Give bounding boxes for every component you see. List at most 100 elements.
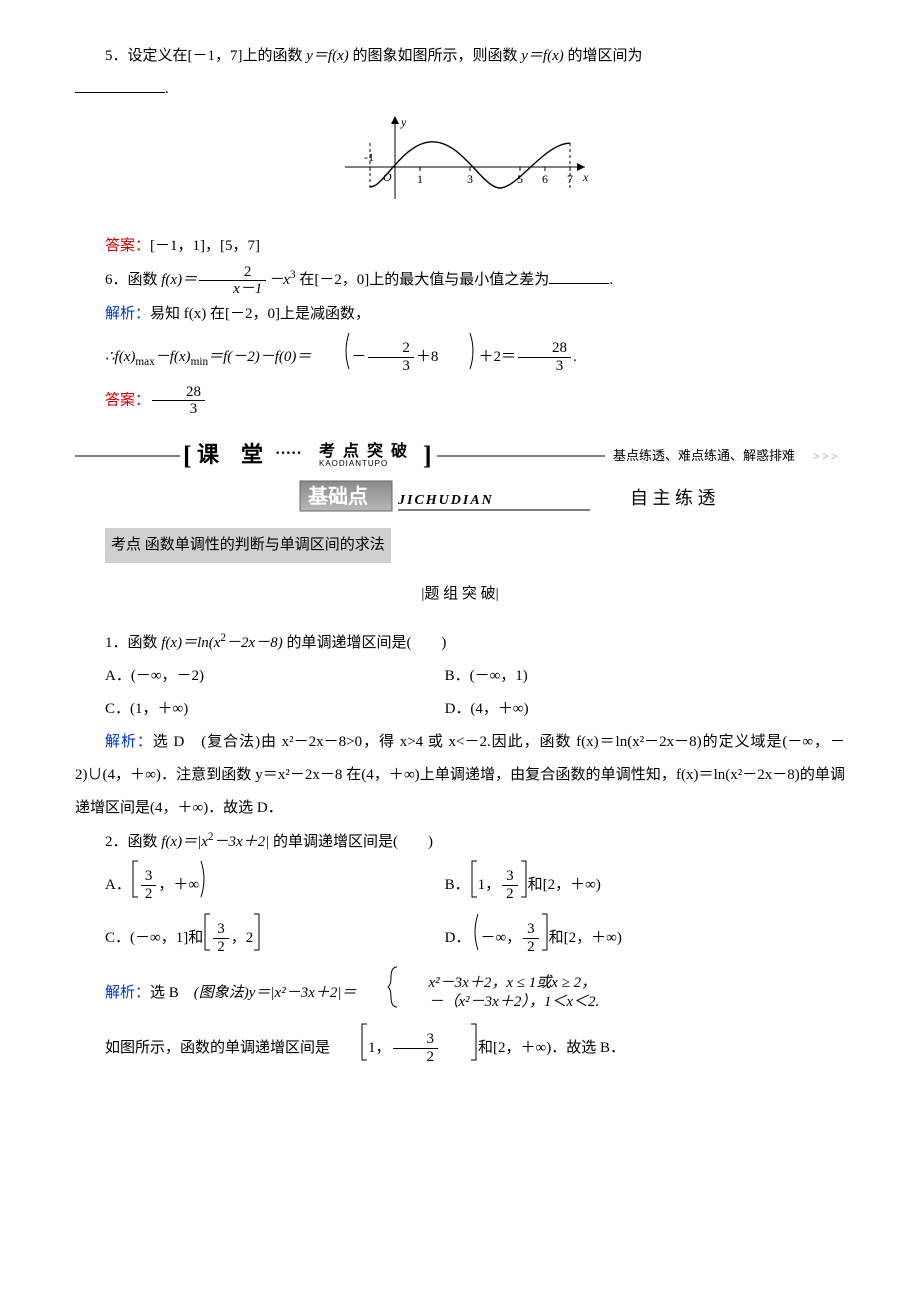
p2-expl-after-b: 和[2，＋∞)．故选 B． [478, 1040, 625, 1056]
p2-case2: －（x²－3x＋2），1＜x＜2. [399, 993, 600, 1013]
opt-prefix: B． [445, 877, 470, 893]
q6-work: ∴f(x)max－f(x)min＝f(－2)－f(0)＝－23＋8＋2＝283. [75, 331, 845, 384]
opt-prefix: D． [445, 930, 471, 946]
q5-fn-1: y＝f(x) [306, 48, 348, 64]
rparen [438, 331, 478, 384]
q6-answer: 答案：283 [75, 384, 845, 418]
q6-result: 283 [518, 340, 571, 374]
svg-text:·····: ····· [275, 445, 302, 462]
p1-opt-d: D．(4，＋∞) [445, 693, 845, 726]
q6-equals: ＝f(－2)－f(0)＝ [208, 349, 311, 365]
rbracket [440, 1022, 478, 1075]
svg-text:KAODIANTUPO: KAODIANTUPO [319, 459, 388, 468]
svg-text:>: > [813, 449, 820, 463]
svg-text:自 主 练 透: 自 主 练 透 [630, 488, 716, 508]
lbracket [330, 1022, 368, 1075]
frac-den: 2 [393, 1048, 439, 1066]
frac-den: 2 [502, 885, 518, 903]
q6-after-frac: －x [268, 272, 290, 288]
q6-after-paren: ＋2＝ [478, 349, 516, 365]
q6-dot: . [573, 349, 577, 365]
svg-text:]: ] [423, 441, 432, 470]
q6-frac: 2x－1 [199, 264, 266, 298]
blank-underline [75, 74, 165, 93]
p1-after: －2x－8) [226, 635, 283, 651]
p1-b: 的单调递增区间是( ) [283, 635, 447, 651]
section-banner-jichu: 基础点JICHUDIAN自 主 练 透 [75, 478, 845, 518]
lbracket [203, 912, 211, 965]
opt-mid: 和[2，＋∞) [528, 877, 601, 893]
frac: 32 [523, 921, 539, 955]
frac-den: 3 [518, 357, 571, 375]
p1-fn: f(x)＝ln(x [161, 635, 220, 651]
rbracket [541, 912, 549, 965]
p1-opt-a: A．(－∞，－2) [75, 660, 445, 693]
q5-blank-line: . [75, 73, 845, 106]
p2-expl-label: 解析： [105, 985, 150, 1001]
banner2-svg: 基础点JICHUDIAN自 主 练 透 [190, 478, 730, 518]
q6-text-a: 6．函数 [105, 272, 161, 288]
q6-work-prefix: ∴f(x) [105, 349, 135, 365]
frac-num: 3 [141, 868, 157, 885]
frac-den: 2 [523, 938, 539, 956]
frac-num: 3 [213, 921, 229, 938]
svg-text:考 点 突 破: 考 点 突 破 [319, 441, 409, 460]
p2-explain-2: 如图所示，函数的单调递增区间是1，32和[2，＋∞)．故选 B． [75, 1022, 845, 1075]
lbracket [131, 859, 139, 912]
p2-expl-pre: (图象法)y＝|x²－3x＋2|＝ [194, 985, 357, 1001]
frac-den: 3 [368, 357, 414, 375]
p1-stem: 1．函数 f(x)＝ln(x2－2x－8) 的单调递增区间是( ) [75, 626, 845, 660]
p2-opt-c: C．(－∞，1]和 32，2 [75, 912, 445, 965]
lbrace [357, 965, 399, 1022]
frac-den: 3 [152, 400, 205, 418]
opt-after: ，2 [231, 930, 254, 946]
svg-text:课 堂: 课 堂 [197, 442, 263, 467]
q6-expl-text: 易知 f(x) 在[－2，0]上是减函数， [150, 306, 370, 322]
p1-opt-b: B．(－∞，1) [445, 660, 845, 693]
opt-prefix: C．(－∞，1]和 [105, 930, 203, 946]
q5-stem: 5．设定义在[－1，7]上的函数 y＝f(x) 的图象如图所示，则函数 y＝f(… [75, 40, 845, 73]
svg-text:JICHUDIAN: JICHUDIAN [397, 493, 494, 508]
p2-options-row1: A．32，＋∞ B．1，32和[2，＋∞) [75, 859, 845, 912]
svg-text:-1: -1 [364, 150, 374, 164]
svg-text:1: 1 [417, 172, 423, 186]
q6-fn-lhs: f(x)＝ [161, 272, 197, 288]
q6-period: . [609, 272, 613, 288]
q6-paren-frac: 23 [368, 340, 414, 374]
banner1-svg: [课 堂·····考 点 突 破KAODIANTUPO]基点练透、难点练通、解惑… [75, 432, 845, 472]
opt-after: ，＋∞ [158, 877, 199, 893]
q6-explain: 解析：易知 f(x) 在[－2，0]上是减函数， [75, 298, 845, 331]
frac: 32 [502, 868, 518, 902]
p1-opt-c: C．(1，＋∞) [75, 693, 445, 726]
q6-max: max [135, 356, 154, 368]
q5-text-c: 的增区间为 [564, 48, 643, 64]
frac-num: 3 [523, 921, 539, 938]
q6-text-b: 在[－2，0]上的最大值与最小值之差为 [296, 272, 550, 288]
p2-case1: x²－3x＋2，x ≤ 1或x ≥ 2， [399, 974, 600, 994]
expl-label: 解析： [105, 306, 150, 322]
p1-options-row1: A．(－∞，－2) B．(－∞，1) [75, 660, 845, 693]
q6-min: min [191, 356, 209, 368]
q5-graph: yxO-113567 [75, 112, 845, 220]
frac-num: 2 [368, 340, 414, 357]
svg-text:6: 6 [542, 172, 548, 186]
opt-prefix: A． [105, 877, 131, 893]
frac-num: 28 [152, 384, 205, 401]
q5-answer-value: [－1，1]，[5，7] [150, 238, 260, 254]
p1-expl-pick: 选 D [153, 734, 201, 750]
section-banner-ketang: [课 堂·····考 点 突 破KAODIANTUPO]基点练透、难点练通、解惑… [75, 432, 845, 472]
topic-row: 考点 函数单调性的判断与单调区间的求法 [75, 528, 845, 563]
p2-i1-l: 1， [368, 1040, 391, 1056]
opt-l: 1， [478, 877, 501, 893]
opt-l: －∞， [480, 930, 521, 946]
q5-fn-2: y＝f(x) [521, 48, 563, 64]
answer-label: 答案： [105, 392, 150, 408]
q6-frac-den: x－1 [199, 280, 266, 298]
frac: 32 [393, 1031, 439, 1065]
svg-text:3: 3 [467, 172, 473, 186]
p2-b: 的单调递增区间是( ) [269, 834, 433, 850]
frac: 32 [213, 921, 229, 955]
rbracket [253, 912, 261, 965]
q6-paren-b: ＋8 [416, 349, 439, 365]
p1-expl-label: 解析： [105, 734, 153, 750]
